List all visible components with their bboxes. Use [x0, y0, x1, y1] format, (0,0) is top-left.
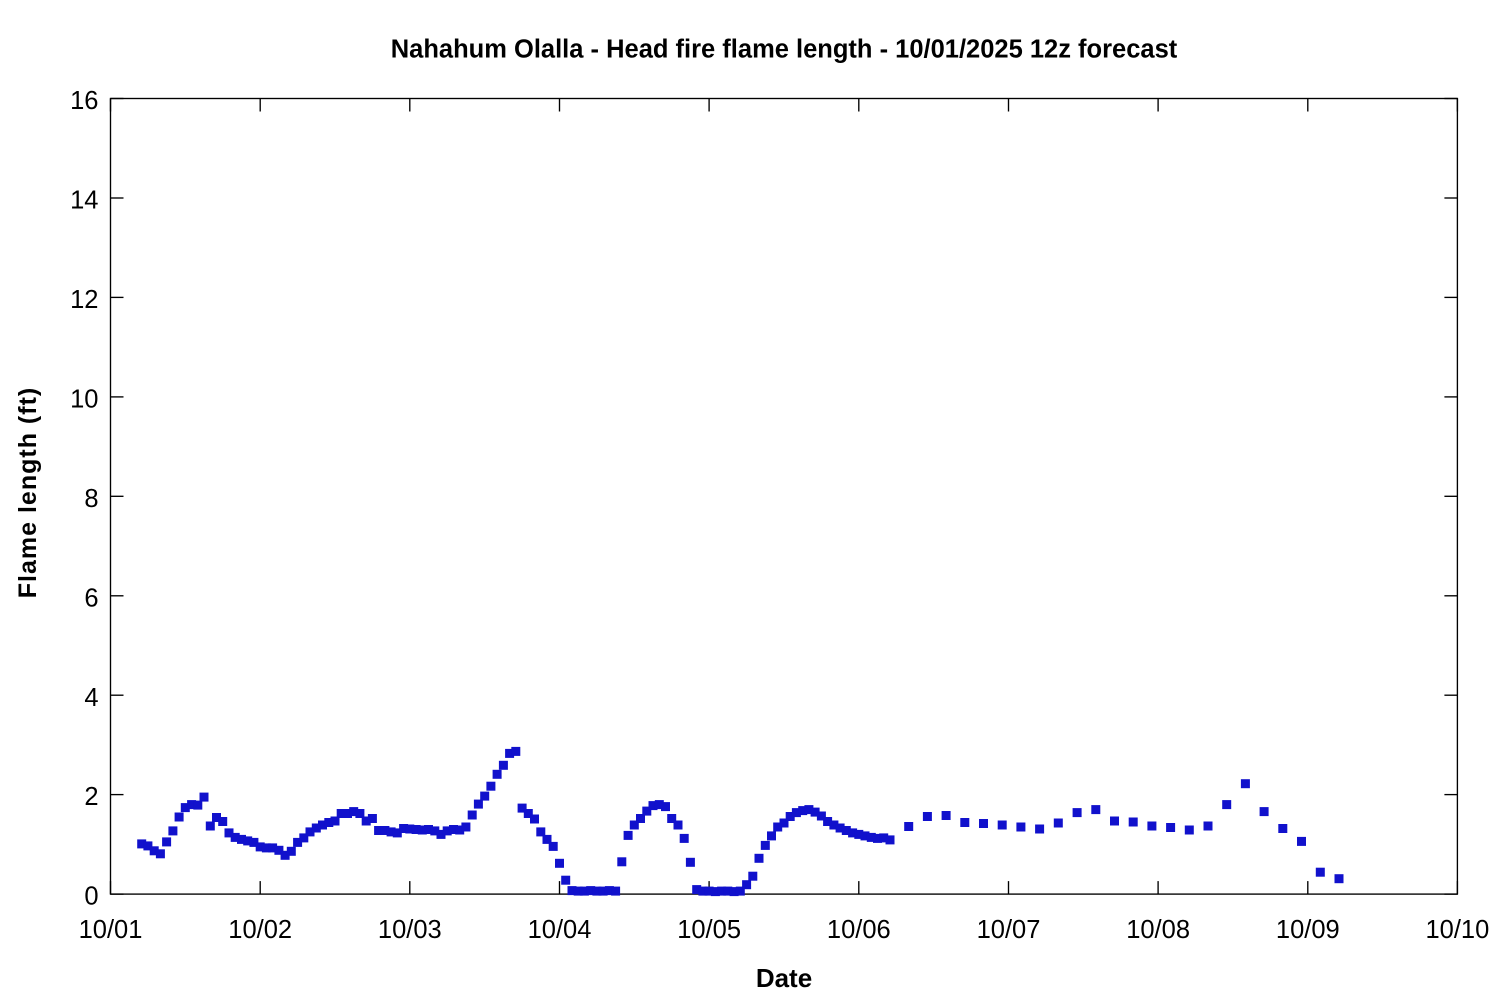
- svg-text:10/02: 10/02: [228, 916, 292, 944]
- svg-text:10/03: 10/03: [378, 916, 442, 944]
- svg-text:10/08: 10/08: [1126, 916, 1190, 944]
- svg-text:10: 10: [70, 386, 98, 414]
- svg-text:10/01: 10/01: [79, 916, 143, 944]
- svg-text:4: 4: [84, 684, 98, 712]
- svg-text:10/07: 10/07: [977, 916, 1041, 944]
- svg-text:14: 14: [70, 187, 98, 215]
- svg-text:8: 8: [84, 485, 98, 513]
- svg-text:Flame length (ft): Flame length (ft): [14, 387, 42, 598]
- svg-text:Date: Date: [756, 963, 812, 993]
- svg-text:0: 0: [84, 883, 98, 911]
- svg-text:10/09: 10/09: [1276, 916, 1340, 944]
- svg-text:Nahahum Olalla - Head fire fla: Nahahum Olalla - Head fire flame length …: [391, 36, 1178, 64]
- svg-text:10/05: 10/05: [677, 916, 741, 944]
- svg-text:16: 16: [70, 87, 98, 115]
- svg-text:6: 6: [84, 584, 98, 612]
- svg-text:10/06: 10/06: [827, 916, 891, 944]
- svg-text:2: 2: [84, 783, 98, 811]
- svg-text:10/04: 10/04: [528, 916, 592, 944]
- svg-text:12: 12: [70, 286, 98, 314]
- svg-text:10/10: 10/10: [1425, 916, 1489, 944]
